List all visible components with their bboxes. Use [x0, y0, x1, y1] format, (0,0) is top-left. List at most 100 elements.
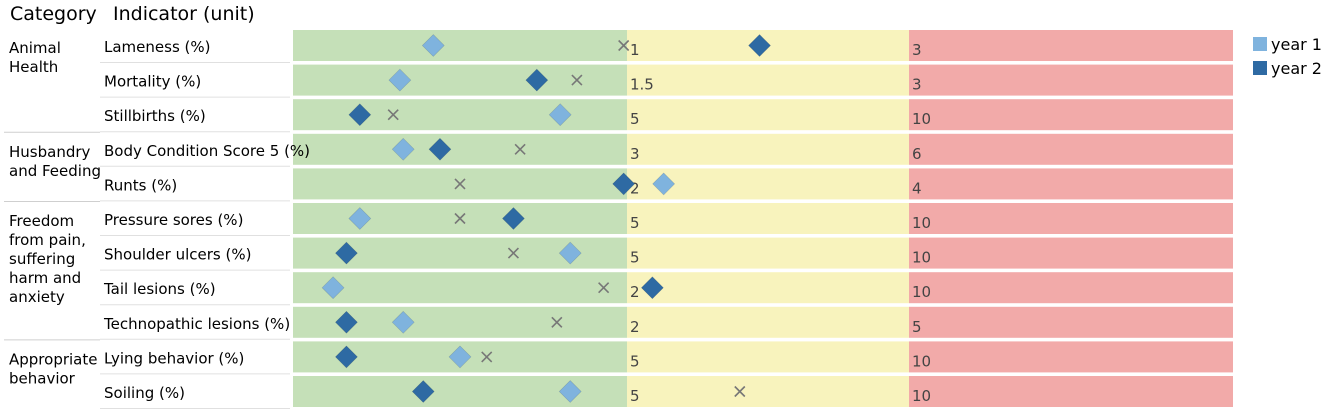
- x-marker-stroke: [481, 351, 493, 363]
- band-red: [909, 133, 1233, 165]
- header-indicator-label: Indicator (unit): [113, 3, 255, 25]
- legend-label: year 1: [1271, 35, 1322, 54]
- indicator-label: Soiling (%): [104, 384, 185, 402]
- x-marker-stroke: [387, 109, 399, 121]
- year2-marker: [502, 207, 525, 230]
- category-label: harm and: [9, 269, 81, 287]
- markers-layer: [321, 34, 771, 403]
- category-label: Husbandry: [9, 143, 91, 161]
- band-red: [909, 341, 1233, 373]
- x-marker: [551, 316, 563, 328]
- band-yellow: [627, 376, 909, 407]
- band-green: [293, 30, 627, 61]
- band-yellow: [627, 99, 909, 131]
- band-green: [293, 64, 627, 96]
- year2-marker: [748, 34, 771, 57]
- year1-marker: [558, 241, 582, 265]
- legend-label: year 2: [1271, 59, 1322, 78]
- x-marker: [734, 385, 746, 398]
- band-yellow: [627, 237, 909, 269]
- threshold-label-lower: 5: [630, 110, 640, 128]
- indicator-label: Body Condition Score 5 (%): [104, 142, 310, 160]
- x-marker-stroke: [454, 212, 466, 225]
- x-marker-stroke: [618, 39, 630, 52]
- year1-marker: [391, 310, 415, 334]
- x-marker: [598, 282, 610, 294]
- threshold-label-lower: 2: [630, 179, 640, 197]
- category-label: and Feeding: [9, 162, 101, 180]
- x-marker-stroke: [598, 282, 610, 294]
- threshold-label-lower: 5: [630, 214, 640, 232]
- band-yellow: [627, 203, 909, 234]
- indicator-label: Pressure sores (%): [104, 211, 243, 229]
- x-marker: [507, 247, 520, 259]
- threshold-label-upper: 10: [912, 249, 931, 267]
- threshold-label-upper: 4: [912, 179, 922, 197]
- x-marker: [571, 74, 583, 86]
- year2-marker: [612, 172, 636, 196]
- band-red: [909, 272, 1233, 304]
- band-red: [909, 168, 1233, 200]
- year1-marker: [652, 172, 676, 196]
- threshold-label-lower: 5: [630, 387, 640, 405]
- category-label: Animal: [9, 39, 61, 57]
- x-marker: [481, 351, 493, 363]
- band-green: [293, 272, 627, 304]
- threshold-label-lower: 1.5: [630, 76, 654, 94]
- year2-marker: [428, 137, 452, 161]
- legend: year 1 year 2: [1253, 35, 1322, 78]
- category-label: Health: [9, 58, 58, 76]
- x-marker: [618, 39, 630, 52]
- threshold-label-upper: 5: [912, 318, 922, 336]
- category-label: from pain,: [9, 231, 86, 249]
- year2-marker: [335, 241, 358, 265]
- threshold-label-lower: 5: [630, 249, 640, 267]
- legend-swatch: [1253, 61, 1267, 75]
- indicator-label: Mortality (%): [104, 73, 201, 91]
- threshold-label-lower: 3: [630, 145, 640, 163]
- year2-marker: [640, 276, 664, 300]
- year1-marker: [321, 276, 345, 300]
- band-yellow: [627, 341, 909, 373]
- year2-marker: [335, 345, 358, 369]
- band-red: [909, 237, 1233, 269]
- category-label: behavior: [9, 369, 76, 387]
- band-red: [909, 376, 1233, 407]
- band-red: [909, 99, 1233, 131]
- band-yellow: [627, 306, 909, 338]
- rows-layer: Lameness (%) 1 3 Mortality (%) 1.5 3 Stillbirt…: [4, 30, 1233, 409]
- threshold-label-upper: 10: [912, 387, 931, 405]
- indicator-label: Technopathic lesions (%): [103, 315, 290, 333]
- x-marker: [454, 212, 466, 225]
- year1-marker: [421, 34, 445, 57]
- threshold-label-upper: 10: [912, 110, 931, 128]
- x-marker: [454, 178, 466, 190]
- indicator-label: Lameness (%): [104, 38, 210, 56]
- year1-marker: [348, 207, 372, 230]
- threshold-label-upper: 6: [912, 145, 922, 163]
- threshold-label-upper: 10: [912, 214, 931, 232]
- indicator-label: Lying behavior (%): [104, 349, 244, 367]
- threshold-label-upper: 3: [912, 76, 922, 94]
- band-red: [909, 30, 1233, 61]
- threshold-label-lower: 5: [630, 352, 640, 370]
- band-red: [909, 203, 1233, 234]
- year2-marker: [525, 68, 549, 92]
- band-yellow: [627, 64, 909, 96]
- year2-marker: [335, 310, 358, 334]
- year1-marker: [388, 68, 412, 92]
- indicator-label: Tail lesions (%): [103, 280, 216, 298]
- band-red: [909, 64, 1233, 96]
- year1-marker: [558, 380, 582, 403]
- threshold-label-lower: 2: [630, 318, 640, 336]
- x-marker: [514, 143, 526, 155]
- year2-marker: [411, 380, 435, 403]
- x-marker-stroke: [514, 143, 526, 155]
- year1-marker: [448, 345, 472, 369]
- band-red: [909, 306, 1233, 338]
- x-marker-stroke: [571, 74, 583, 86]
- x-marker-stroke: [734, 385, 746, 398]
- band-green: [293, 99, 627, 131]
- x-marker-stroke: [454, 178, 466, 190]
